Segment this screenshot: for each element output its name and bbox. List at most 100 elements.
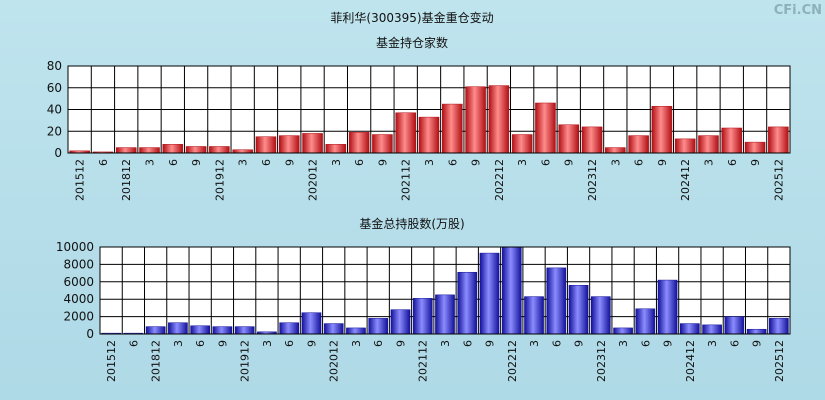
x-tick-label: 202312 xyxy=(586,159,599,201)
x-tick-label: 202312 xyxy=(595,340,608,382)
chart-2-title: 基金总持股数(万股) xyxy=(359,216,464,231)
bar xyxy=(255,136,277,154)
bar xyxy=(302,133,323,154)
bar xyxy=(501,246,522,335)
y-tick-label: 0 xyxy=(86,327,94,341)
x-tick-label: 202412 xyxy=(684,340,697,382)
x-tick-label: 202012 xyxy=(328,340,341,382)
bar xyxy=(325,144,347,154)
bar xyxy=(162,144,184,154)
bar xyxy=(746,328,767,335)
bar xyxy=(511,134,533,154)
x-tick-label: 6 xyxy=(539,159,552,166)
x-tick-label: 3 xyxy=(350,340,363,347)
bar xyxy=(418,116,440,154)
bar xyxy=(323,323,344,335)
x-tick-label: 202412 xyxy=(679,159,692,201)
x-tick-label: 9 xyxy=(749,159,762,166)
x-tick-label: 202212 xyxy=(493,159,506,201)
bar xyxy=(368,318,389,335)
x-tick-label: 201812 xyxy=(150,340,163,382)
x-tick-label: 6 xyxy=(283,340,296,347)
y-tick-label: 20 xyxy=(47,124,62,138)
x-tick-label: 9 xyxy=(394,340,407,347)
x-tick-label: 9 xyxy=(656,159,669,166)
bar xyxy=(301,312,322,335)
x-tick-label: 6 xyxy=(260,159,273,166)
x-tick-label: 202012 xyxy=(307,159,320,201)
bar xyxy=(628,135,649,154)
bar xyxy=(613,327,633,335)
x-tick-label: 9 xyxy=(751,340,764,347)
x-tick-label: 3 xyxy=(528,340,541,347)
bar xyxy=(278,135,300,154)
x-tick-label: 6 xyxy=(97,159,110,166)
x-tick-label: 202512 xyxy=(773,340,786,382)
bar xyxy=(674,138,696,154)
x-tick-label: 6 xyxy=(633,159,646,166)
bar xyxy=(168,322,188,335)
bar xyxy=(721,127,743,154)
chart-1-title: 基金持仓家数 xyxy=(376,35,448,50)
y-tick-label: 4000 xyxy=(63,292,94,306)
bar xyxy=(769,318,789,335)
x-tick-label: 201912 xyxy=(213,159,226,201)
bar xyxy=(465,86,486,154)
bar xyxy=(488,85,510,154)
bar xyxy=(442,103,463,154)
x-tick-label: 6 xyxy=(446,159,459,166)
bar xyxy=(457,271,478,335)
x-tick-label: 9 xyxy=(283,159,296,166)
x-tick-label: 202112 xyxy=(400,159,413,201)
x-tick-label: 3 xyxy=(423,159,436,166)
x-tick-label: 6 xyxy=(639,340,652,347)
bar xyxy=(412,298,433,335)
y-tick-label: 40 xyxy=(47,103,62,117)
bar xyxy=(535,102,556,154)
x-tick-label: 6 xyxy=(167,159,180,166)
x-tick-label: 9 xyxy=(573,340,586,347)
x-tick-label: 202212 xyxy=(506,340,519,382)
x-tick-label: 201912 xyxy=(239,340,252,382)
x-tick-label: 3 xyxy=(609,159,622,166)
x-tick-label: 9 xyxy=(470,159,483,166)
x-tick-label: 3 xyxy=(706,340,719,347)
bar xyxy=(581,126,603,154)
x-tick-label: 3 xyxy=(516,159,529,166)
x-tick-label: 9 xyxy=(190,159,203,166)
watermark-logo: CFi.CN xyxy=(774,3,822,18)
bar xyxy=(768,126,789,154)
bar xyxy=(590,296,611,335)
x-tick-label: 3 xyxy=(439,340,452,347)
x-tick-label: 6 xyxy=(372,340,385,347)
bar xyxy=(372,134,393,154)
x-tick-label: 202112 xyxy=(417,340,430,382)
x-tick-label: 3 xyxy=(261,340,274,347)
x-tick-label: 6 xyxy=(127,340,140,347)
bar xyxy=(605,147,626,154)
bar xyxy=(524,296,544,335)
bar xyxy=(744,141,766,154)
bar xyxy=(234,326,255,335)
plot-frame xyxy=(99,246,791,335)
bar xyxy=(435,294,455,335)
x-tick-label: 9 xyxy=(216,340,229,347)
x-tick-label: 6 xyxy=(726,159,739,166)
x-tick-label: 6 xyxy=(728,340,741,347)
x-tick-label: 3 xyxy=(330,159,343,166)
x-tick-label: 6 xyxy=(461,340,474,347)
bar xyxy=(346,327,366,335)
bar xyxy=(698,135,719,154)
bar xyxy=(348,132,370,154)
bar xyxy=(115,147,137,154)
plot-frame xyxy=(67,65,791,154)
y-tick-label: 6000 xyxy=(63,275,94,289)
bar xyxy=(724,316,745,335)
x-tick-label: 9 xyxy=(563,159,576,166)
bar xyxy=(546,267,567,335)
x-tick-label: 3 xyxy=(237,159,250,166)
x-tick-label: 201812 xyxy=(120,159,133,201)
x-tick-label: 3 xyxy=(617,340,630,347)
